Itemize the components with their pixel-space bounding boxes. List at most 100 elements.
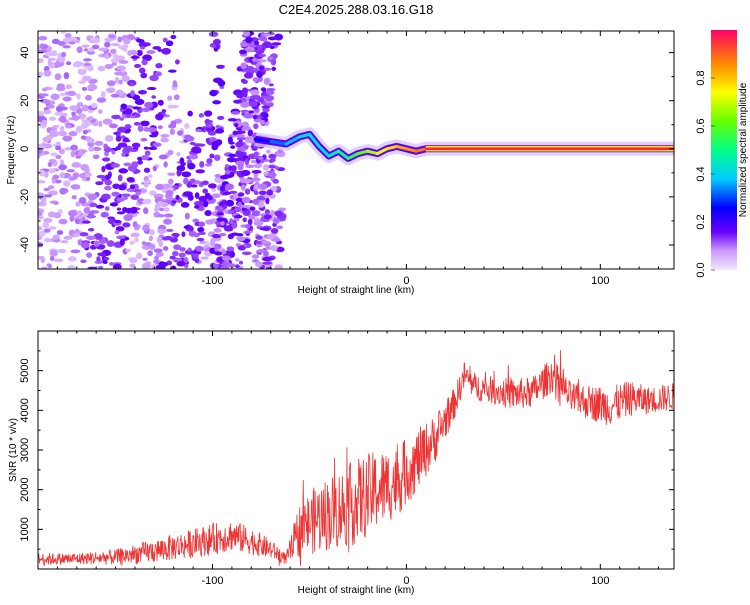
noise-cell [92, 154, 100, 160]
noise-cell [108, 217, 115, 225]
noise-cell [104, 206, 110, 211]
noise-cell [153, 248, 163, 253]
noise-cell [199, 161, 205, 168]
noise-cell [111, 62, 118, 66]
noise-cell [87, 193, 98, 201]
noise-cell [118, 184, 127, 191]
noise-cell [64, 33, 72, 38]
noise-cell [249, 95, 260, 100]
noise-cell [197, 231, 206, 235]
noise-cell [171, 185, 180, 189]
noise-cell [137, 125, 144, 132]
tone-segment [284, 135, 302, 146]
noise-cell [130, 90, 135, 97]
noise-cell [195, 169, 206, 174]
noise-cell [241, 87, 249, 95]
noise-cell [218, 206, 224, 211]
noise-cell [155, 264, 166, 269]
noise-cell [170, 34, 177, 40]
noise-cell [47, 161, 53, 167]
noise-cell [112, 263, 122, 269]
noise-cell [213, 154, 221, 161]
noise-cell [241, 126, 252, 131]
noise-cell [144, 150, 151, 156]
noise-cell [255, 240, 263, 245]
noise-cell [43, 187, 50, 192]
noise-cell [98, 120, 103, 128]
noise-cell [51, 38, 60, 45]
noise-cell [262, 41, 272, 49]
noise-cell [71, 111, 76, 117]
noise-cell [261, 105, 271, 109]
noise-cell [207, 194, 213, 201]
noise-cell [259, 119, 266, 125]
noise-cell [207, 130, 217, 136]
noise-cell [263, 112, 269, 119]
noise-cell [104, 134, 114, 142]
tone-segment [317, 144, 331, 158]
noise-cell [250, 159, 257, 164]
noise-cell [48, 226, 57, 230]
noise-cell [44, 237, 51, 243]
noise-cell [141, 154, 150, 161]
noise-cell [87, 84, 98, 91]
x-tick-label: 0 [403, 275, 409, 287]
noise-cell [68, 41, 76, 45]
noise-cell [91, 121, 100, 127]
noise-cell [39, 43, 45, 50]
noise-cell [262, 256, 272, 262]
noise-cell [157, 213, 165, 218]
noise-cell [38, 58, 44, 64]
noise-cell [106, 240, 115, 247]
noise-cell [151, 95, 157, 99]
noise-cell [83, 168, 91, 173]
noise-cell [83, 48, 88, 52]
noise-cell [175, 194, 180, 200]
noise-cell [71, 115, 80, 121]
noise-cell [85, 94, 92, 101]
noise-cell [217, 79, 226, 87]
noise-cell [103, 143, 108, 149]
noise-cell [240, 169, 251, 177]
noise-cell [263, 79, 270, 85]
noise-cell [119, 117, 124, 121]
noise-cell [122, 222, 131, 228]
noise-cell [58, 218, 68, 225]
noise-cell [41, 119, 48, 126]
noise-cell [154, 203, 161, 210]
noise-cell [130, 194, 140, 200]
tone-segment [404, 147, 418, 153]
noise-cell [40, 266, 48, 269]
noise-cell [172, 83, 178, 88]
noise-cell [240, 78, 247, 83]
noise-cell [39, 93, 49, 97]
noise-cell [83, 207, 91, 214]
noise-cell [69, 215, 75, 222]
noise-cell [258, 183, 268, 190]
noise-cell [42, 143, 53, 149]
noise-cell [188, 154, 199, 160]
noise-cell [176, 152, 181, 157]
noise-cell [233, 99, 242, 104]
noise-cell [38, 35, 48, 41]
noise-cell [276, 225, 284, 230]
noise-cell [204, 163, 213, 167]
noise-cell [229, 233, 235, 237]
noise-cell [101, 165, 106, 173]
tone-segment [375, 147, 389, 156]
noise-cell [206, 158, 213, 164]
noise-cell [244, 188, 251, 195]
noise-cell [265, 245, 270, 251]
noise-cell [215, 220, 221, 226]
noise-cell [245, 164, 255, 169]
noise-cell [183, 177, 189, 185]
noise-cell [142, 224, 150, 232]
noise-cell [146, 50, 156, 54]
noise-cell [251, 254, 260, 259]
noise-cell [147, 146, 158, 150]
noise-cell [205, 219, 214, 225]
noise-cell [255, 261, 263, 268]
noise-cell [176, 130, 184, 136]
noise-cell [245, 139, 255, 144]
noise-cell [76, 101, 84, 108]
